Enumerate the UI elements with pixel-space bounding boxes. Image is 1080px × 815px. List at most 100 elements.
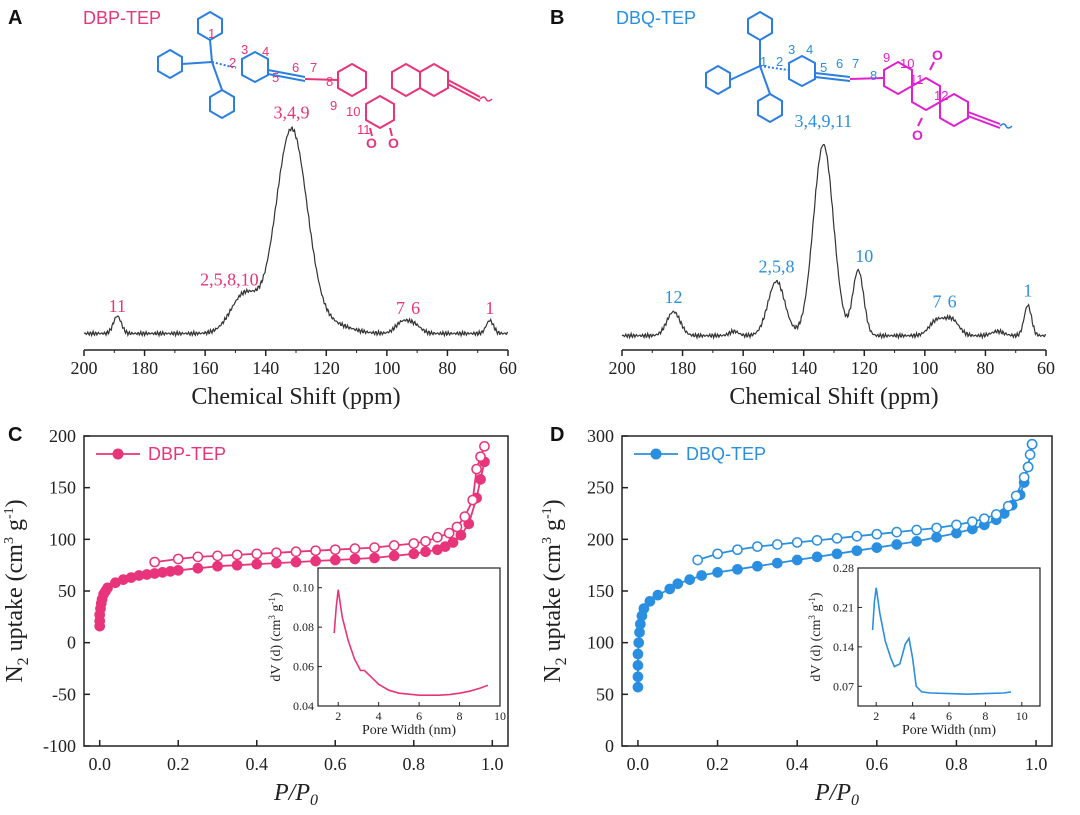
- desorption-point: [732, 544, 743, 556]
- y-tick-label: -50: [52, 684, 76, 704]
- desorption-point: [1026, 438, 1038, 450]
- x-axis-title: Chemical Shift (ppm): [729, 384, 938, 410]
- x-tick-label: 120: [313, 358, 340, 378]
- adsorption-point: [192, 562, 204, 574]
- desorption-point: [951, 519, 962, 531]
- atom-label: 6: [836, 56, 843, 71]
- desorption-point: [290, 546, 302, 558]
- atom-label: 5: [820, 60, 827, 75]
- structure-title-a: DBP-TEP: [83, 8, 161, 28]
- y-axis-title: N2 uptake (cm3 g-1): [540, 499, 570, 682]
- desorption-point: [1018, 471, 1030, 483]
- x-tick-label: 0.6: [866, 754, 889, 774]
- adsorption-point: [172, 564, 184, 576]
- adsorption-point: [329, 554, 341, 566]
- x-tick-label: 180: [131, 358, 158, 378]
- atom-label: 1: [208, 26, 215, 41]
- adsorption-point: [271, 557, 282, 569]
- adsorption-point: [891, 539, 903, 550]
- inset-y-tick-label: 0.08: [293, 620, 314, 634]
- peak-label: 11: [109, 296, 126, 316]
- adsorption-point: [455, 529, 467, 541]
- atom-label: 3: [241, 42, 248, 57]
- x-tick-label: 120: [851, 358, 878, 378]
- peak-label: 3,4,9: [273, 103, 309, 123]
- adsorption-point: [684, 574, 696, 585]
- inset-x-tick-label: 10: [494, 709, 506, 723]
- desorption-point: [871, 528, 883, 540]
- desorption-point: [369, 542, 380, 553]
- desorption-point: [443, 527, 455, 539]
- atom-label: 6: [292, 60, 299, 75]
- inset-x-tick-label: 4: [376, 709, 382, 723]
- adsorption-point: [644, 595, 656, 607]
- oxygen-label: O: [932, 47, 943, 63]
- x-tick-label: 0.6: [324, 754, 347, 774]
- adsorption-point: [638, 603, 650, 614]
- desorption-point: [967, 516, 978, 528]
- desorption-point: [791, 537, 803, 548]
- panel-letter-b: B: [550, 7, 564, 29]
- inset-x-tick-label: 2: [335, 709, 341, 723]
- x-tick-label: 1.0: [481, 754, 504, 774]
- desorption-point: [172, 553, 184, 565]
- desorption-point: [231, 549, 243, 561]
- y-tick-label: 50: [58, 581, 76, 601]
- desorption-point: [1002, 500, 1014, 512]
- atom-label: 5: [272, 70, 279, 85]
- x-axis-title: P/P0: [814, 780, 859, 809]
- x-tick-label: 100: [911, 358, 938, 378]
- inset-y-tick-label: 0.10: [293, 581, 314, 595]
- adsorption-point: [290, 556, 302, 568]
- atom-label: 10: [900, 56, 914, 71]
- atom-label: 9: [330, 98, 337, 113]
- desorption-point: [771, 539, 783, 550]
- inset-y-tick-label: 0.04: [293, 699, 314, 713]
- desorption-point: [978, 513, 990, 525]
- x-tick-label: 100: [373, 358, 400, 378]
- x-tick-label: 0.4: [245, 754, 268, 774]
- desorption-point: [479, 440, 490, 452]
- atom-label: 7: [852, 56, 859, 71]
- adsorption-point: [771, 557, 783, 569]
- y-tick-label: 150: [49, 478, 76, 498]
- inset-x-tick-label: 6: [416, 709, 422, 723]
- y-tick-label: 150: [587, 581, 614, 601]
- inset-x-tick-label: 8: [982, 709, 988, 723]
- inset-x-tick-label: 10: [1016, 709, 1028, 723]
- y-tick-label: 300: [587, 426, 614, 446]
- x-tick-label: 0.2: [167, 754, 190, 774]
- desorption-point: [459, 511, 471, 522]
- adsorption-point: [212, 560, 223, 572]
- desorption-point: [271, 547, 282, 559]
- adsorption-point: [831, 548, 843, 560]
- nmr-spectrum-dbq-tep: 200 180 160 140 120 100 80 60 Chemical Shift (pp…: [609, 111, 1056, 410]
- desorption-point: [931, 522, 942, 534]
- atom-label: 8: [326, 74, 333, 89]
- adsorption-point: [408, 548, 420, 560]
- inset-frame: [857, 567, 1041, 707]
- x-tick-label: 1.0: [1025, 754, 1048, 774]
- y-tick-label: 100: [49, 529, 76, 549]
- y-tick-label: 0: [67, 633, 76, 653]
- adsorption-point: [672, 578, 684, 590]
- peak-label: 10: [855, 246, 873, 266]
- nmr-spectrum-dbp-tep: 200 180 160 140 120 100 80 60 Chemical Shift (pp…: [71, 103, 518, 410]
- adsorption-point: [732, 563, 743, 575]
- x-tick-label: 0.0: [627, 754, 650, 774]
- desorption-point: [831, 532, 843, 544]
- adsorption-point: [652, 589, 664, 601]
- inset-y-tick-label: 0.07: [833, 679, 854, 693]
- inset-x-tick-label: 6: [946, 709, 952, 723]
- x-tick-label: 200: [71, 358, 98, 378]
- atom-label: 4: [806, 42, 813, 57]
- legend-label: DBP-TEP: [148, 444, 226, 464]
- desorption-point: [149, 556, 161, 568]
- adsorption-point: [447, 537, 459, 548]
- x-tick-label: 0.4: [786, 754, 809, 774]
- desorption-point: [212, 550, 223, 562]
- adsorption-point: [871, 542, 883, 553]
- adsorption-point: [811, 551, 823, 563]
- inset-y-title: dV (d) (cm3 g-1): [267, 592, 284, 681]
